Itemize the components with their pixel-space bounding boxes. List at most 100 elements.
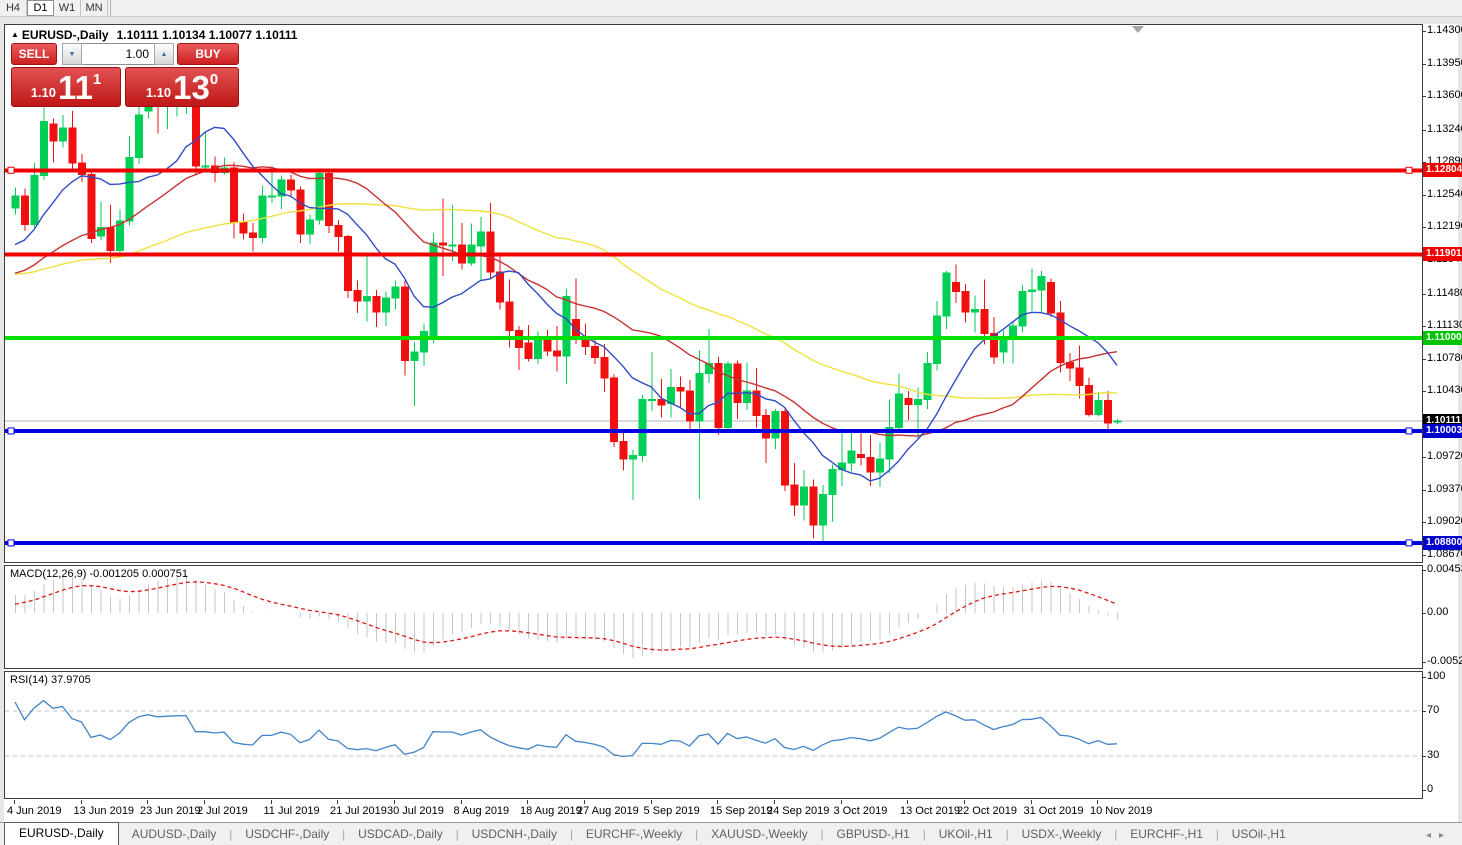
ma-10-line — [14, 126, 1118, 482]
price-tick-label: 1.08670 — [1427, 548, 1462, 561]
tab-separator: | — [229, 829, 233, 841]
axis-tick-mark — [1422, 790, 1426, 791]
axis-tick-mark — [1422, 63, 1426, 65]
chart-window: ▲ EURUSD-,Daily 1.10111 1.10134 1.10077 1.… — [4, 24, 1462, 822]
tab-eurchf-h1[interactable]: EURCHF-,H1 — [1130, 827, 1203, 841]
chart-shift-marker-icon[interactable] — [1132, 26, 1144, 33]
sell-price-sup: 1 — [92, 71, 102, 88]
axis-tick-mark — [1422, 662, 1426, 664]
rsi-tick-label: 100 — [1427, 670, 1446, 682]
buy-price-sup: 0 — [209, 71, 219, 88]
price-tick-label: 1.09020 — [1427, 515, 1462, 528]
tab-usdcad-daily[interactable]: USDCAD-,Daily — [358, 827, 443, 841]
timeframe-button-mn[interactable]: MN — [81, 0, 108, 16]
sell-price-big: 11 — [58, 69, 93, 106]
tab-eurchf-weekly[interactable]: EURCHF-,Weekly — [585, 827, 683, 841]
date-tick-mark — [907, 800, 908, 804]
rsi-indicator-panel[interactable]: RSI(14) 37.9705 — [4, 671, 1423, 799]
date-tick-label: 31 Oct 2019 — [1023, 805, 1084, 817]
date-tick-label: 13 Oct 2019 — [900, 805, 960, 817]
hline-handle[interactable] — [1405, 539, 1413, 547]
axis-tick-mark — [1422, 293, 1426, 295]
tab-separator: | — [1215, 829, 1219, 841]
tab-usdchf-daily[interactable]: USDCHF-,Daily — [245, 827, 330, 841]
price-chip-1.12804: 1.12804 — [1423, 163, 1462, 178]
timeframe-button-w1[interactable]: W1 — [54, 0, 81, 16]
buy-price-quote[interactable]: 1.10 13 0 — [125, 67, 239, 107]
price-chip-1.11000: 1.11000 — [1423, 331, 1462, 346]
macd-tick-label: 0.004536 — [1427, 562, 1462, 575]
rsi-canvas[interactable] — [5, 672, 1422, 798]
tab-eurusd-daily[interactable]: EURUSD-,Daily — [4, 822, 119, 845]
volume-decrease-button[interactable]: ▼ — [62, 43, 82, 65]
tab-gbpusd-h1[interactable]: GBPUSD-,H1 — [836, 827, 910, 841]
axis-tick-mark — [1422, 358, 1426, 360]
tab-separator: | — [695, 829, 699, 841]
tab-separator: | — [922, 829, 926, 841]
symbol-tab-bar: EURUSD-,Daily AUDUSD-,Daily | USDCHF-,Daily… — [0, 822, 1462, 845]
volume-increase-button[interactable]: ▲ — [154, 43, 174, 65]
axis-tick-mark — [1422, 569, 1426, 571]
tab-scroll-arrows-icon[interactable]: ◂▸ — [1425, 830, 1452, 841]
date-tick-label: 15 Sep 2019 — [710, 805, 773, 817]
date-tick-mark — [204, 800, 205, 804]
date-tick-mark — [527, 800, 528, 804]
axis-tick-mark — [1422, 613, 1426, 614]
tab-ukoil-h1[interactable]: UKOil-,H1 — [938, 827, 993, 841]
hline-handle[interactable] — [1405, 427, 1413, 435]
axis-tick-mark — [1422, 326, 1426, 328]
date-axis[interactable]: 4 Jun 2019 13 Jun 2019 23 Jun 2019 2 Jul 20… — [4, 800, 1423, 822]
hline-handle[interactable] — [1405, 166, 1413, 174]
ma-50-line — [14, 202, 1118, 400]
date-tick-label: 5 Sep 2019 — [643, 805, 700, 817]
date-tick-mark — [337, 800, 338, 804]
date-tick-label: 3 Oct 2019 — [833, 805, 888, 817]
hline-handle[interactable] — [7, 427, 15, 435]
price-tick-label: 1.09720 — [1427, 450, 1462, 463]
date-tick-label: 18 Aug 2019 — [520, 805, 582, 817]
candles-layer — [11, 82, 1122, 544]
main-chart-panel[interactable]: ▲ EURUSD-,Daily 1.10111 1.10134 1.10077 1.… — [4, 24, 1423, 563]
tab-xauusd-weekly[interactable]: XAUUSD-,Weekly — [711, 827, 808, 841]
macd-indicator-panel[interactable]: MACD(12,26,9) -0.001205 0.000751 — [4, 565, 1423, 669]
rsi-name: RSI(14) — [10, 674, 48, 686]
date-tick-label: 4 Jun 2019 — [7, 805, 62, 817]
rsi-tick-label: 0 — [1427, 783, 1434, 795]
rsi-tick-label: 70 — [1427, 703, 1440, 716]
volume-input[interactable] — [82, 43, 154, 65]
expand-triangle-icon[interactable]: ▲ — [11, 30, 19, 39]
buy-button[interactable]: BUY — [177, 43, 239, 65]
timeframe-button-h4[interactable]: H4 — [0, 0, 27, 16]
tab-usoil-h1[interactable]: USOil-,H1 — [1231, 827, 1286, 841]
axis-tick-mark — [1422, 31, 1426, 33]
price-chip-1.08800: 1.08800 — [1423, 535, 1462, 550]
volume-stepper: ▼ ▲ — [62, 43, 174, 65]
sell-price-quote[interactable]: 1.10 11 1 — [11, 67, 121, 107]
tab-separator: | — [820, 829, 824, 841]
tab-separator: | — [342, 829, 346, 841]
price-tick-label: 1.13240 — [1427, 122, 1462, 135]
chart-ohlc-values: 1.10111 1.10134 1.10077 1.10111 — [116, 28, 298, 42]
tab-audusd-daily[interactable]: AUDUSD-,Daily — [131, 827, 217, 841]
date-tick-mark — [394, 800, 395, 804]
tab-usdx-weekly[interactable]: USDX-,Weekly — [1021, 827, 1102, 841]
timeframe-toolbar: H4 D1 W1 MN — [0, 0, 1462, 17]
hline-handle[interactable] — [7, 539, 15, 547]
tab-usdcnh-daily[interactable]: USDCNH-,Daily — [471, 827, 557, 841]
timeframe-button-d1[interactable]: D1 — [27, 0, 54, 16]
axis-tick-mark — [1422, 129, 1426, 131]
axis-tick-mark — [1422, 194, 1426, 196]
price-chart-canvas[interactable] — [5, 25, 1422, 562]
axis-tick-mark — [1422, 710, 1426, 712]
tab-separator: | — [569, 829, 573, 841]
macd-canvas[interactable] — [5, 566, 1422, 668]
price-tick-label: 1.12540 — [1427, 187, 1462, 200]
axis-tick-mark — [1422, 677, 1426, 678]
price-tick-label: 1.13600 — [1427, 89, 1462, 102]
hline-handle[interactable] — [7, 166, 15, 174]
sell-button[interactable]: SELL — [11, 43, 57, 65]
price-chip-1.11901: 1.11901 — [1423, 247, 1462, 262]
axis-tick-mark — [1422, 522, 1426, 524]
chart-title: ▲ EURUSD-,Daily 1.10111 1.10134 1.10077 1.… — [11, 28, 297, 42]
